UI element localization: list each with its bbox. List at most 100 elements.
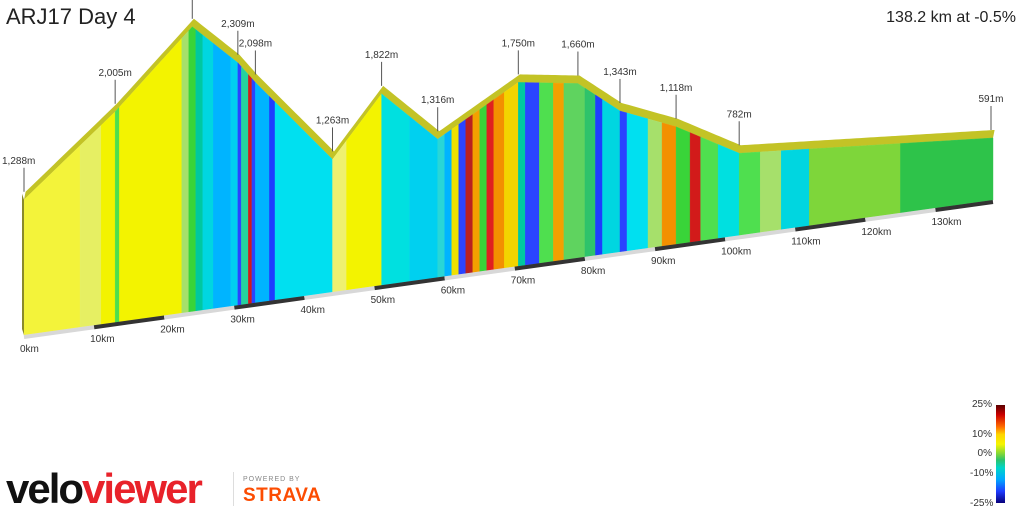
- strava-logo[interactable]: STRAVA: [243, 485, 322, 506]
- profile-segment: [525, 82, 540, 266]
- profile-segment: [781, 148, 810, 230]
- elevation-label: 2,005m: [98, 68, 131, 79]
- profile-segment: [241, 66, 249, 305]
- profile-segment: [230, 56, 239, 307]
- profile-segment: [332, 140, 347, 293]
- elevation-label: 1,263m: [316, 115, 349, 126]
- branding-divider: [233, 472, 234, 506]
- logo-viewer-text: viewer: [82, 465, 203, 512]
- profile-start-cap: [22, 193, 24, 335]
- profile-segment: [274, 101, 333, 301]
- profile-segment: [213, 42, 232, 309]
- profile-segment: [689, 132, 701, 243]
- elevation-label: 1,343m: [603, 67, 636, 78]
- baseline-band: [584, 247, 656, 261]
- profile-segment: [661, 122, 677, 247]
- baseline-band: [935, 200, 994, 212]
- baseline-band: [794, 217, 866, 232]
- profile-segment: [114, 106, 120, 323]
- profile-segment: [100, 111, 116, 325]
- elevation-label: 2,309m: [221, 19, 254, 30]
- x-tick-label: 30km: [230, 315, 254, 326]
- profile-segment: [626, 112, 649, 252]
- route-title: ARJ17 Day 4: [6, 4, 136, 29]
- profile-segment: [23, 145, 81, 336]
- profile-segment: [675, 126, 691, 245]
- profile-segment: [563, 83, 586, 261]
- gradient-color-bar: [996, 405, 1005, 503]
- profile-segment: [479, 104, 487, 272]
- elevation-label: 1,750m: [502, 38, 535, 49]
- profile-segment: [451, 123, 459, 276]
- veloviewer-logo[interactable]: veloviewer: [6, 465, 203, 512]
- profile-segment: [760, 150, 782, 233]
- legend-label: -10%: [970, 468, 994, 479]
- baseline-band: [654, 237, 726, 252]
- profile-segment: [181, 30, 189, 314]
- legend-label: -25%: [970, 498, 994, 509]
- profile-segment: [381, 93, 410, 286]
- profile-segment: [248, 74, 253, 304]
- profile-segment: [195, 29, 203, 312]
- elevation-label: 782m: [727, 109, 752, 120]
- x-tick-label: 90km: [651, 256, 675, 267]
- x-tick-label: 10km: [90, 334, 114, 345]
- legend-label: 10%: [971, 429, 992, 440]
- profile-segment: [504, 81, 519, 269]
- baseline-band: [374, 276, 445, 291]
- profile-segment: [647, 118, 663, 249]
- profile-segment: [251, 78, 256, 304]
- elevation-label: 1,660m: [561, 40, 594, 51]
- profile-segment: [518, 82, 526, 267]
- baseline-band: [93, 315, 165, 330]
- profile-segment: [458, 119, 466, 275]
- powered-by-text: POWERED BY: [243, 476, 301, 483]
- profile-segment: [619, 110, 628, 253]
- baseline-band: [163, 305, 235, 320]
- profile-segment: [472, 109, 480, 273]
- profile-segment: [584, 87, 596, 258]
- profile-segment: [188, 26, 196, 313]
- elevation-label: 1,316m: [421, 95, 454, 106]
- baseline-band: [724, 227, 796, 242]
- x-tick-label: 60km: [441, 285, 465, 296]
- profile-segment: [700, 136, 719, 241]
- baseline-band: [234, 295, 305, 310]
- x-tick-label: 50km: [371, 295, 395, 306]
- profile-segment: [553, 82, 565, 262]
- profile-segment: [119, 37, 182, 322]
- baseline-band: [444, 266, 516, 281]
- profile-segment: [444, 128, 452, 277]
- baseline-band: [23, 325, 95, 339]
- x-tick-label: 80km: [581, 266, 605, 277]
- profile-segment: [409, 116, 438, 282]
- profile-segment: [202, 34, 214, 311]
- legend-label: 25%: [971, 399, 992, 410]
- profile-segment: [79, 124, 102, 328]
- profile-segment: [437, 133, 445, 278]
- baseline-band: [304, 286, 375, 300]
- elevation-label: 2,098m: [239, 38, 272, 49]
- profile-segment: [269, 95, 276, 302]
- x-tick-label: 120km: [861, 227, 891, 238]
- gradient-legend: 25% 10% 0% -10% -25%: [970, 399, 1024, 510]
- elevation-label: 1,118m: [660, 83, 693, 94]
- x-tick-label: 20km: [160, 324, 184, 335]
- profile-segment: [539, 82, 554, 264]
- profile-segment: [237, 62, 242, 306]
- baseline-band: [865, 208, 936, 222]
- profile-segment: [255, 81, 270, 303]
- logo-velo-text: velo: [6, 465, 84, 512]
- x-tick-label: 0km: [20, 344, 39, 355]
- x-tick-label: 130km: [932, 217, 962, 228]
- x-tick-label: 70km: [511, 276, 535, 287]
- route-summary: 138.2 km at -0.5%: [886, 9, 1016, 26]
- elevation-label: 1,288m: [2, 156, 35, 167]
- profile-segment: [493, 91, 505, 270]
- x-tick-label: 100km: [721, 246, 751, 257]
- x-tick-label: 40km: [300, 305, 324, 316]
- profile-segment: [717, 144, 740, 239]
- profile-segment: [602, 99, 621, 255]
- baseline-band: [514, 256, 586, 271]
